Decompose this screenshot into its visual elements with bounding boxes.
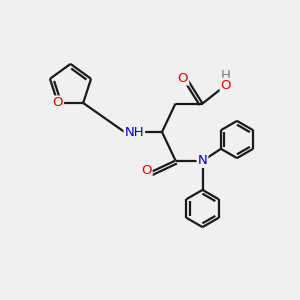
Text: O: O <box>52 97 63 110</box>
Text: N: N <box>198 154 207 167</box>
Text: O: O <box>141 164 152 178</box>
Text: O: O <box>221 79 231 92</box>
Text: O: O <box>178 71 188 85</box>
Text: NH: NH <box>124 125 144 139</box>
Text: H: H <box>221 69 231 82</box>
